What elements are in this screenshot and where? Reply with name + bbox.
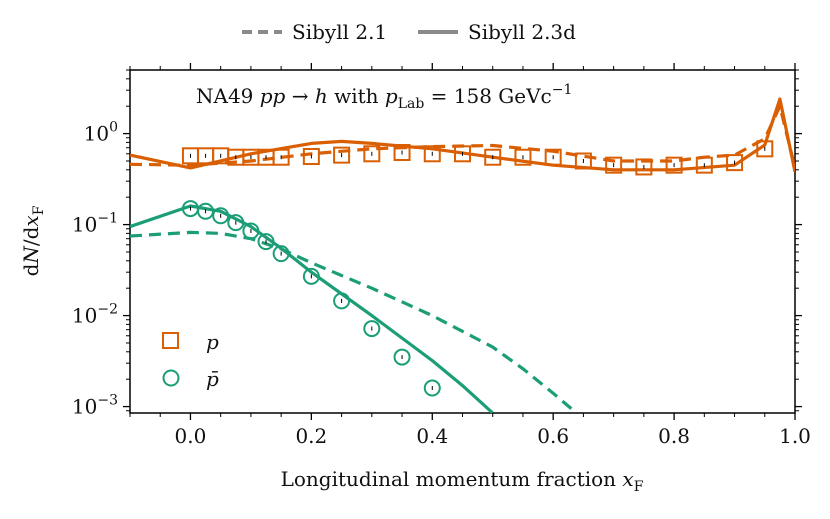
- data-points: [181, 140, 774, 397]
- annot-exp: −1: [552, 82, 573, 98]
- p-data-point: [272, 148, 290, 166]
- annot-mid: with: [328, 84, 385, 108]
- annot-plab-sub: Lab: [398, 96, 425, 112]
- y-label-slash: /d: [19, 226, 43, 246]
- p-data-point: [423, 145, 441, 163]
- particle-legend: p p̄: [162, 330, 219, 391]
- x-axis-label: Longitudinal momentum fraction xF: [281, 467, 644, 495]
- p-data-point: [333, 146, 351, 164]
- series-line-2: [130, 230, 573, 410]
- x-tick-label: 0.2: [295, 424, 327, 448]
- pbar-data-point: [333, 292, 351, 310]
- x-tick-label: 0.6: [537, 424, 569, 448]
- pbar-data-point: [393, 348, 411, 366]
- p-data-point: [302, 148, 320, 166]
- p-data-point: [514, 148, 532, 166]
- legend-square-marker: [162, 332, 179, 349]
- y-label-n: N: [19, 245, 43, 265]
- p-data-point: [756, 140, 774, 158]
- legend-label-p: p: [206, 330, 219, 354]
- p-data-point: [484, 148, 502, 166]
- y-label-x: x: [19, 215, 43, 226]
- legend-label-sibyll21: Sibyll 2.1: [292, 20, 387, 44]
- pbar-data-point: [423, 379, 441, 397]
- legend-label-pbar: p̄: [206, 367, 219, 391]
- y-label-d: d: [19, 263, 43, 276]
- y-tick-label: 100: [84, 120, 118, 146]
- pbar-data-point: [242, 222, 260, 240]
- y-tick-label: 10−3: [72, 393, 118, 419]
- p-data-point: [726, 154, 744, 172]
- p-data-point: [695, 156, 713, 174]
- p-data-point: [544, 148, 562, 166]
- y-label-sub: F: [31, 205, 47, 215]
- plot-frame: [129, 69, 796, 414]
- plot-annotation: NA49 pp → h with pLab = 158 GeVc−1: [196, 82, 572, 112]
- legend-label-sibyll23d: Sibyll 2.3d: [468, 20, 576, 44]
- pbar-data-point: [302, 267, 320, 285]
- x-label-var: x: [622, 467, 633, 491]
- annot-reaction: pp → h: [260, 84, 328, 108]
- y-tick-label: 10−2: [72, 302, 118, 328]
- annot-plab: p: [385, 84, 398, 108]
- x-tick-label: 0.4: [416, 424, 448, 448]
- p-data-point: [393, 143, 411, 161]
- series-line-0: [130, 104, 795, 169]
- x-label-text: Longitudinal momentum fraction: [281, 467, 623, 491]
- legend-circle-marker: [162, 369, 180, 387]
- p-data-point: [454, 145, 471, 163]
- x-tick-label: 0.0: [175, 424, 207, 448]
- p-data-point: [574, 152, 592, 170]
- annot-value: = 158 GeVc: [424, 84, 551, 108]
- pbar-data-point: [257, 233, 275, 251]
- pbar-data-point: [363, 320, 381, 338]
- pbar-data-point: [212, 207, 230, 225]
- annot-prefix: NA49: [196, 84, 260, 108]
- x-tick-label: 1.0: [779, 424, 811, 448]
- style-legend: Sibyll 2.1 Sibyll 2.3d: [242, 20, 576, 44]
- y-tick-label: 10−1: [72, 211, 118, 237]
- y-axis-label: dN/dxF: [19, 205, 47, 276]
- p-data-point: [363, 145, 381, 163]
- pbar-data-point: [227, 214, 245, 232]
- axis-ticks: 0.0 0.2 0.4 0.6 0.8 1.0 100 10−1 10−2 10−3: [72, 63, 811, 448]
- x-tick-label: 0.8: [658, 424, 690, 448]
- pbar-data-point: [197, 202, 215, 220]
- p-data-point: [665, 156, 683, 174]
- pbar-data-point: [272, 245, 290, 263]
- series-line-3: [130, 204, 494, 413]
- p-data-point: [605, 156, 623, 174]
- x-label-sub: F: [634, 479, 644, 495]
- p-data-point: [635, 158, 653, 176]
